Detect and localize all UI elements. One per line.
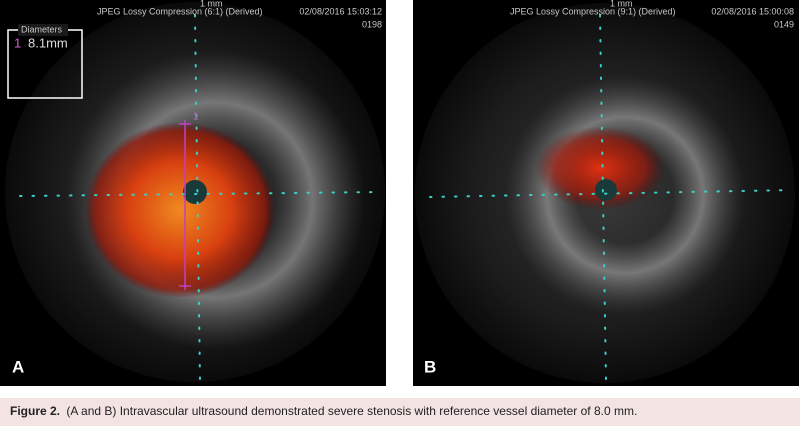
flow-region [85, 122, 275, 298]
header: JPEG Lossy Compression (9:1) (Derived) [510, 6, 676, 16]
scale-dots [429, 189, 793, 198]
caption: Figure 2. (A and B) Intravascular ultras… [10, 404, 637, 418]
catheter [183, 180, 207, 204]
legend-title-bg [18, 24, 68, 36]
frame-number: 0198 [362, 19, 382, 29]
panel-label: A [12, 357, 24, 376]
panel-label: B [424, 357, 436, 376]
diameter-marker: 1 [193, 112, 199, 123]
header: JPEG Lossy Compression (6:1) (Derived) [97, 6, 263, 16]
legend-index: 1 [14, 35, 21, 50]
panel-a: 1 Diameters 1 8.1mm JPEG Lossy Compressi… [0, 0, 386, 386]
flow-region [535, 126, 665, 210]
scale-label: 1 mm [610, 0, 633, 8]
scale-dots [19, 191, 381, 197]
frame-number: 0149 [774, 19, 794, 29]
timestamp: 02/08/2016 15:00:08 [711, 6, 794, 16]
caption-text: (A and B) Intravascular ultrasound demon… [66, 404, 637, 418]
timestamp: 02/08/2016 15:03:12 [299, 6, 382, 16]
legend-value: 8.1mm [28, 35, 68, 50]
panel-b: JPEG Lossy Compression (9:1) (Derived) 1… [413, 0, 799, 386]
caption-box [0, 398, 800, 426]
catheter [595, 179, 617, 201]
scale-label: 1 mm [200, 0, 223, 8]
caption-label: Figure 2. [10, 404, 60, 418]
legend-title: Diameters [21, 24, 63, 34]
